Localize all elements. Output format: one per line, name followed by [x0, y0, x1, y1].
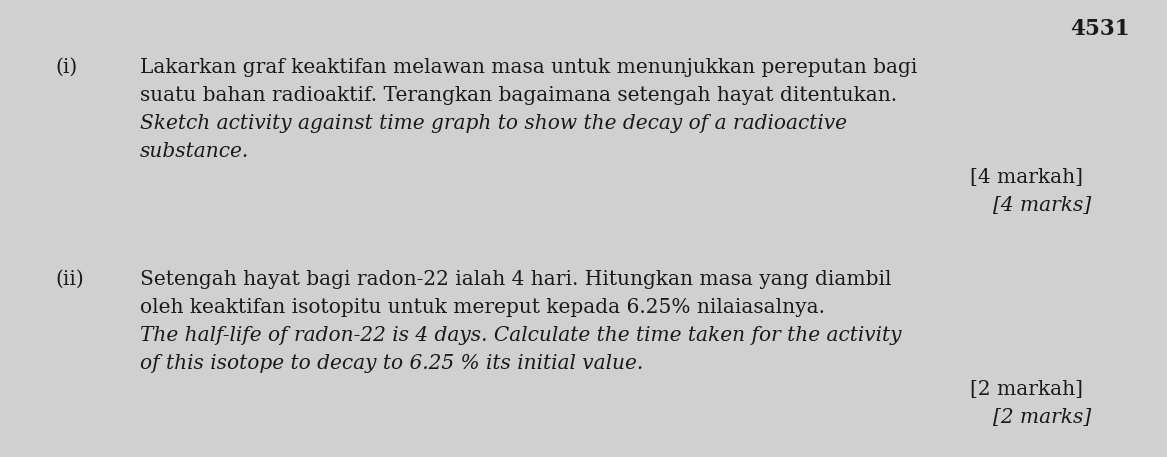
- Text: (ii): (ii): [55, 270, 84, 289]
- Text: (i): (i): [55, 58, 77, 77]
- Text: [4 markah]: [4 markah]: [970, 168, 1083, 187]
- Text: Setengah hayat bagi radon-22 ialah 4 hari. Hitungkan masa yang diambil: Setengah hayat bagi radon-22 ialah 4 har…: [140, 270, 892, 289]
- Text: oleh keaktifan isotopitu untuk mereput kepada 6.25% nilaiasalnya.: oleh keaktifan isotopitu untuk mereput k…: [140, 298, 825, 317]
- Text: Lakarkan graf keaktifan melawan masa untuk menunjukkan pereputan bagi: Lakarkan graf keaktifan melawan masa unt…: [140, 58, 917, 77]
- Text: [4 marks]: [4 marks]: [993, 196, 1091, 215]
- Text: suatu bahan radioaktif. Terangkan bagaimana setengah hayat ditentukan.: suatu bahan radioaktif. Terangkan bagaim…: [140, 86, 897, 105]
- Text: of this isotope to decay to 6.25 % its initial value.: of this isotope to decay to 6.25 % its i…: [140, 354, 643, 373]
- Text: Sketch activity against time graph to show the decay of a radioactive: Sketch activity against time graph to sh…: [140, 114, 847, 133]
- Text: [2 markah]: [2 markah]: [970, 380, 1083, 399]
- Text: 4531: 4531: [1070, 18, 1130, 40]
- Text: substance.: substance.: [140, 142, 250, 161]
- Text: The half-life of radon-22 is 4 days. Calculate the time taken for the activity: The half-life of radon-22 is 4 days. Cal…: [140, 326, 901, 345]
- Text: [2 marks]: [2 marks]: [993, 408, 1091, 427]
